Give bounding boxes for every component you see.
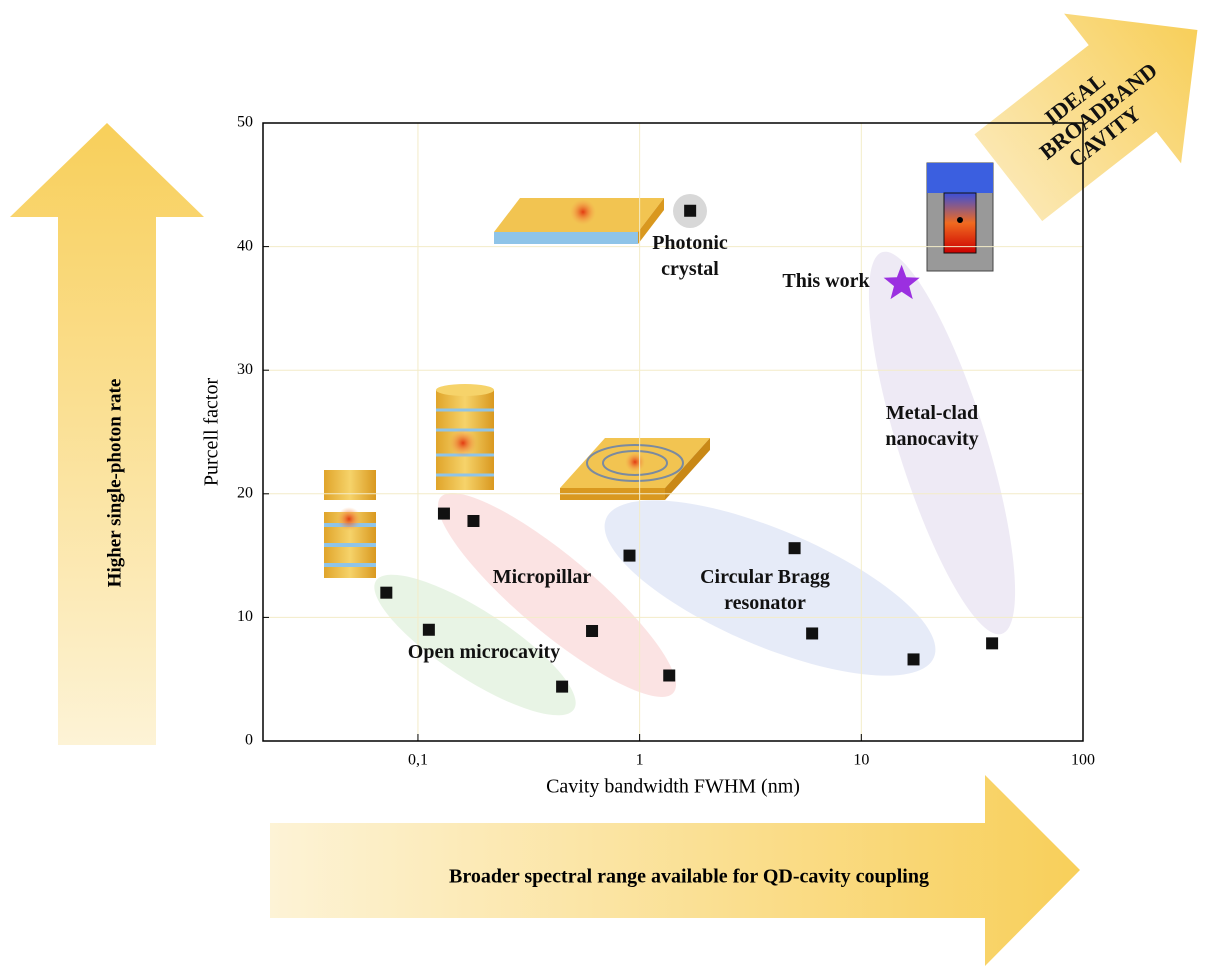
point [907,653,920,666]
y-tick-label: 30 [237,361,253,378]
group-label: Open microcavity [407,641,561,663]
y-axis-label: Purcell factor [201,378,223,487]
point [380,586,393,599]
arrow [10,123,204,745]
arrow-label: Higher single-photon rate [104,379,125,588]
point [986,637,999,650]
point [467,514,480,527]
group-label: This work [782,270,870,292]
group-label: Micropillar [492,566,592,588]
arrow-label: Broader spectral range available for QD-… [449,866,929,888]
x-axis-label: Cavity bandwidth FWHM (nm) [546,776,800,798]
point [684,204,697,217]
arrow [974,13,1198,222]
point [663,669,676,682]
group-region [868,251,1016,635]
y-tick-label: 50 [237,114,253,131]
point [437,507,450,520]
y-tick-label: 40 [237,237,253,254]
point [422,623,435,636]
y-tick-label: 20 [237,484,253,501]
illustration [324,162,994,578]
point [623,549,636,562]
y-tick-label: 0 [245,732,253,749]
group-label: Metal-clad nanocavity [885,402,979,450]
point [883,264,920,300]
y-tick-label: 10 [237,608,253,625]
point [556,680,569,693]
point [586,624,599,637]
plot-frame [262,122,1084,742]
group-label: Circular Bragg resonator [700,566,830,614]
group-region [604,500,936,676]
group-label: Photonic crystal [652,232,728,280]
point [788,542,801,555]
group-region [438,493,676,697]
arrow [270,775,1080,966]
x-tick-label: 10 [853,752,869,769]
x-tick-label: 100 [1071,752,1095,769]
point [806,627,819,640]
x-tick-label: 1 [636,752,644,769]
group-region [374,574,576,716]
x-tick-label: 0,1 [408,752,428,769]
